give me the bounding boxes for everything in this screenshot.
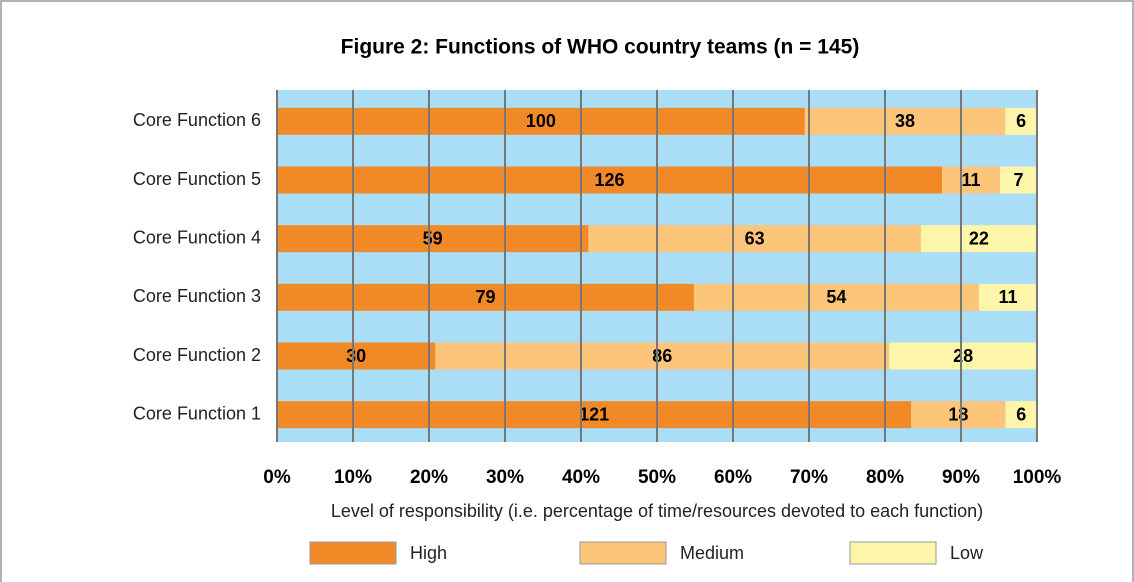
bar-segment [588,225,921,253]
legend-swatch [309,541,397,565]
legend-label: Medium [680,543,744,563]
data-label: 6 [1016,404,1026,424]
x-tick-label: 30% [486,467,524,488]
bar-segment [277,166,942,194]
bar-segment [920,225,1037,253]
y-tick-label: Core Function 3 [133,286,261,306]
x-tick-label: 50% [638,467,676,488]
data-label: 30 [346,346,366,366]
data-label: 79 [475,287,495,307]
legend-label: Low [950,543,984,563]
data-label: 7 [1014,170,1024,190]
x-axis-label: Level of responsibility (i.e. percentage… [331,501,983,521]
bar-segment [1005,401,1037,429]
bar-segment [942,166,1001,194]
y-tick-label: Core Function 5 [133,169,261,189]
x-tick-label: 0% [263,467,291,488]
y-tick-label: Core Function 6 [133,110,261,130]
bar-segment [693,283,979,311]
legend-swatch [579,541,667,565]
data-label: 6 [1016,111,1026,131]
bar-segment [277,283,694,311]
x-tick-label: 80% [866,467,904,488]
x-tick-label: 10% [334,467,372,488]
data-label: 28 [953,346,973,366]
data-label: 63 [745,228,765,248]
bar-segment [889,342,1037,370]
bar-segment [911,401,1006,429]
data-label: 18 [948,404,968,424]
data-label: 22 [969,228,989,248]
data-label: 86 [652,346,672,366]
data-label: 121 [579,404,609,424]
data-label: 100 [526,111,556,131]
x-tick-label: 20% [410,467,448,488]
bar-segment [978,283,1037,311]
bar-segment [1000,166,1037,194]
x-tick-label: 70% [790,467,828,488]
bar-segment [277,342,436,370]
data-label: 54 [826,287,846,307]
x-tick-label: 60% [714,467,752,488]
legend-label: High [410,543,447,563]
x-tick-label: 40% [562,467,600,488]
data-label: 126 [594,170,624,190]
chart-title: Figure 2: Functions of WHO country teams… [341,36,860,59]
bar-segment [277,225,589,253]
bar-segment [435,342,890,370]
bar-segment [277,401,912,429]
data-label: 11 [962,170,981,190]
data-label: 59 [423,228,443,248]
x-tick-label: 100% [1013,467,1062,488]
x-tick-label: 90% [942,467,980,488]
data-label: 11 [998,287,1017,307]
data-label: 38 [895,111,915,131]
bar-segment [804,107,1006,135]
bar-segment [277,107,805,135]
y-tick-label: Core Function 1 [133,403,261,423]
legend-swatch [849,541,937,565]
bar-segment [1005,107,1037,135]
y-tick-label: Core Function 2 [133,345,261,365]
y-tick-label: Core Function 4 [133,227,261,247]
